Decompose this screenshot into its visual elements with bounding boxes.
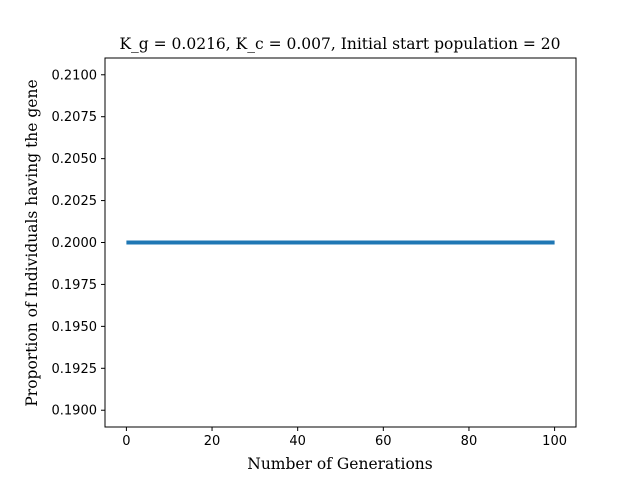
x-tick-label: 80 — [461, 434, 478, 449]
plot-area: 0 20 40 60 80 100 0.1900 0.1925 0.1950 0.1975 0.20… — [52, 57, 577, 449]
chart-title: K_g = 0.0216, K_c = 0.007, Initial start… — [119, 35, 560, 53]
y-tick-label: 0.2000 — [52, 236, 98, 251]
x-tick-label: 0 — [122, 434, 130, 449]
y-tick-label: 0.2050 — [52, 152, 98, 167]
x-axis-label: Number of Generations — [247, 455, 433, 473]
y-tick-label: 0.2075 — [52, 110, 98, 125]
y-tick-label: 0.1975 — [52, 278, 98, 293]
x-tick-label: 100 — [542, 434, 567, 449]
x-tick-label: 40 — [289, 434, 306, 449]
y-tick-label: 0.1925 — [52, 362, 98, 377]
y-tick-label: 0.1900 — [52, 404, 98, 419]
y-tick-label: 0.1950 — [52, 320, 98, 335]
x-tick-label: 20 — [204, 434, 221, 449]
y-axis-label: Proportion of Individuals having the gen… — [23, 79, 41, 406]
y-tick-label: 0.2025 — [52, 194, 98, 209]
x-tick-label: 60 — [375, 434, 392, 449]
y-tick-label: 0.2100 — [52, 68, 98, 83]
